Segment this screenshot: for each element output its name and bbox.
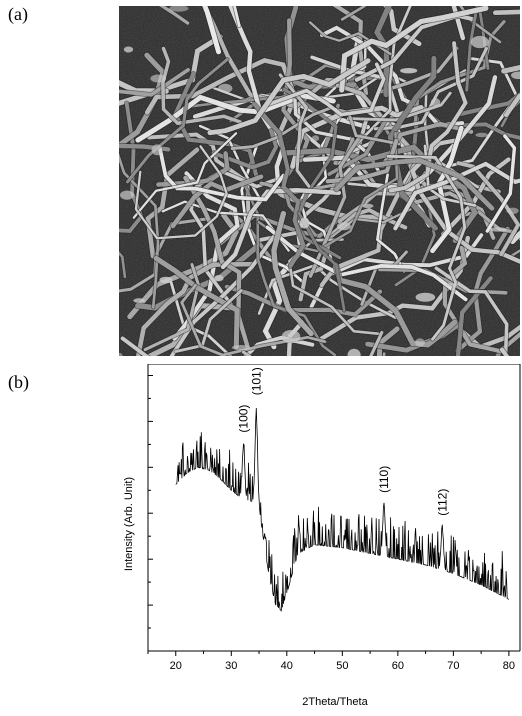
peak-label: (100): [237, 405, 251, 433]
x-tick-label: 60: [392, 660, 404, 672]
peak-label: (112): [435, 489, 449, 516]
xrd-chart-svg: 20 30 40 50 60 70 80 (100) (101) (110) (112) 2The…: [123, 363, 521, 708]
x-tick-label: 50: [336, 660, 348, 672]
x-tick-label: 70: [447, 660, 459, 672]
sem-micrograph-image: [0, 0, 522, 507]
peak-label: (101): [249, 367, 263, 395]
x-ticks: 20 30 40 50 60 70 80: [147, 651, 515, 672]
y-axis-label: Intensity (Arb. Unit): [123, 477, 135, 571]
x-axis-label: 2Theta/Theta: [302, 696, 368, 708]
y-ticks: [148, 375, 153, 629]
x-tick-label: 40: [281, 660, 293, 672]
panel-a-label: (a): [8, 4, 28, 24]
panel-b-label: (b): [8, 372, 29, 392]
sem-micrograph: [0, 0, 522, 507]
peak-label: (110): [377, 466, 391, 493]
peak-labels: (100) (101) (110) (112): [237, 367, 450, 516]
xrd-series-line: [175, 407, 510, 612]
x-tick-label: 20: [170, 660, 182, 672]
xrd-chart: 20 30 40 50 60 70 80 (100) (101) (110) (112) 2The…: [118, 363, 522, 711]
sem-grain: [119, 6, 520, 356]
x-tick-label: 80: [503, 660, 515, 672]
x-tick-label: 30: [225, 660, 237, 672]
